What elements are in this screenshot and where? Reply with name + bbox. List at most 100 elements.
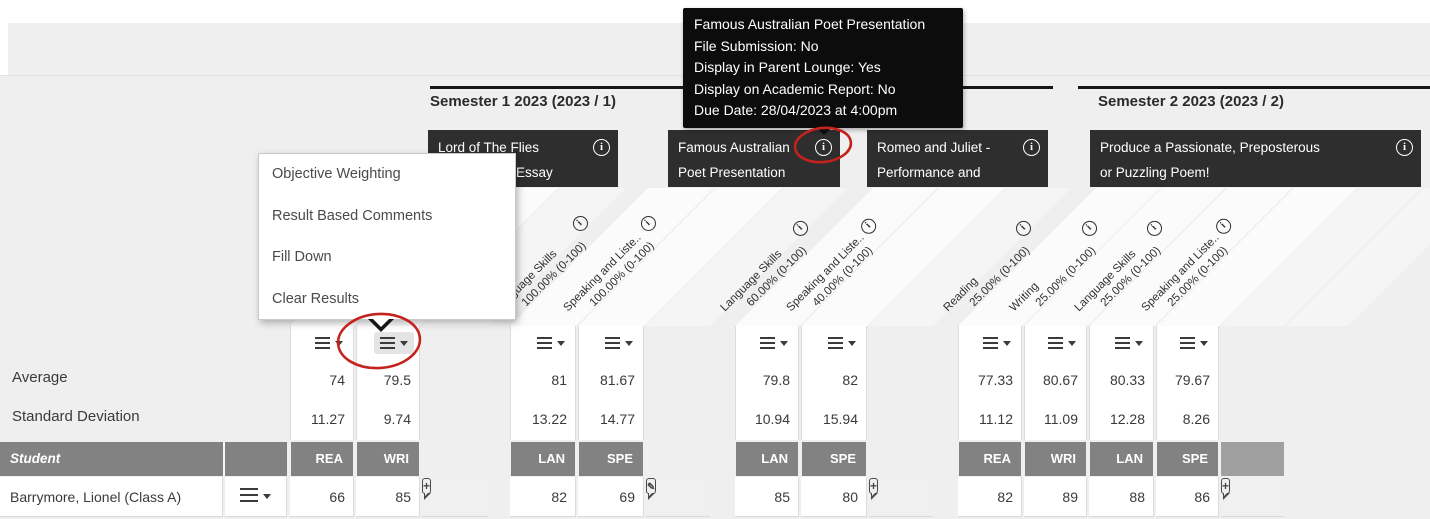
caret-down-icon [335, 340, 343, 346]
assessment-header-romeo-and-juliet: Romeo and Juliet - Performance and i [867, 130, 1048, 187]
std-dev-value: 9.74 [383, 411, 411, 427]
column-background [510, 326, 576, 440]
result-cell[interactable]: 86 [1156, 477, 1219, 517]
column-menu-button[interactable] [1180, 337, 1208, 349]
comment-cell: + [422, 477, 488, 517]
column-code-header: LAN [736, 442, 798, 476]
std-dev-value: 10.94 [754, 411, 790, 427]
assessment-title-line1: Romeo and Juliet - [877, 140, 991, 155]
add-comment-button[interactable]: + [422, 478, 432, 500]
add-comment-button[interactable]: + [1221, 478, 1231, 500]
result-cell[interactable]: 88 [1089, 477, 1154, 517]
caret-down-icon [400, 340, 408, 346]
column-menu-wrapper [958, 331, 1022, 355]
tooltip-line: Display in Parent Lounge: Yes [694, 59, 881, 75]
edit-comment-button[interactable]: ✎ [646, 478, 657, 500]
caret-down-icon [557, 340, 565, 346]
info-icon[interactable]: i [815, 139, 832, 156]
average-value: 81 [551, 372, 567, 388]
info-icon[interactable]: i [1396, 139, 1413, 156]
assessment-title-line2: Poet Presentation [678, 165, 786, 180]
caret-down-icon [848, 340, 856, 346]
column-menu-button[interactable] [760, 337, 788, 349]
average-value: 80.67 [1042, 372, 1078, 388]
comment-add-icon: + [1222, 479, 1230, 493]
menu-icon [240, 487, 258, 506]
menu-item-result-based-comments[interactable]: Result Based Comments [272, 207, 433, 224]
std-dev-value: 12.28 [1109, 411, 1145, 427]
column-background [801, 326, 867, 440]
std-dev-value: 11.27 [311, 411, 345, 427]
tooltip-line: Display on Academic Report: No [694, 80, 896, 97]
column-code-header: REA [959, 442, 1021, 476]
info-icon[interactable]: i [1023, 139, 1040, 156]
column-menu-button[interactable] [983, 337, 1011, 349]
result-cell[interactable]: 85 [735, 477, 799, 517]
menu-icon [828, 337, 843, 349]
student-row-menu-cell [225, 477, 287, 517]
column-background [958, 326, 1022, 440]
column-menu-button-active[interactable] [374, 332, 414, 354]
caret-down-icon [1200, 340, 1208, 346]
result-cell[interactable]: 82 [958, 477, 1022, 517]
info-icon[interactable]: i [593, 139, 610, 156]
average-value: 74 [329, 372, 345, 388]
assessment-title-line1: Lord of The Flies [438, 140, 540, 155]
menu-pointer-icon [372, 319, 389, 327]
average-value: 82 [842, 372, 858, 388]
menu-icon [1180, 337, 1195, 349]
column-code-header: SPE [802, 442, 866, 476]
caret-down-icon [1003, 340, 1011, 346]
menu-icon [983, 337, 998, 349]
caret-down-icon [1135, 340, 1143, 346]
column-code-header: LAN [511, 442, 575, 476]
assessment-title-line1: Produce a Passionate, Preposterous [1100, 140, 1320, 155]
caret-down-icon [625, 340, 633, 346]
add-comment-button[interactable]: + [869, 478, 879, 500]
result-cell[interactable]: 85 [356, 477, 420, 517]
comment-edit-icon: ✎ [647, 482, 656, 493]
semester2-divider [1078, 86, 1430, 89]
column-code-header: REA [291, 442, 353, 476]
result-cell[interactable]: 69 [578, 477, 644, 517]
menu-icon [1115, 337, 1130, 349]
column-code-header: WRI [1025, 442, 1086, 476]
average-value: 81.67 [599, 372, 635, 388]
result-cell[interactable]: 66 [290, 477, 354, 517]
column-menu-wrapper [735, 331, 799, 355]
tooltip-line: Due Date: 28/04/2023 at 4:00pm [694, 102, 898, 118]
column-menu-button[interactable] [605, 337, 633, 349]
column-background [1089, 326, 1154, 440]
column-menu-button[interactable] [1115, 337, 1143, 349]
column-menu-wrapper [290, 331, 354, 355]
student-name-cell: Barrymore, Lionel (Class A) [0, 477, 223, 517]
menu-icon [605, 337, 620, 349]
menu-icon [760, 337, 775, 349]
result-cell[interactable]: 82 [510, 477, 576, 517]
assessment-title-line2: or Puzzling Poem! [1100, 165, 1210, 180]
average-value: 79.67 [1174, 372, 1210, 388]
column-menu-button[interactable] [315, 337, 343, 349]
column-code-header: SPE [1157, 442, 1218, 476]
menu-item-fill-down[interactable]: Fill Down [272, 249, 332, 265]
column-code-header: SPE [579, 442, 643, 476]
caret-down-icon [1068, 340, 1076, 346]
column-menu-button[interactable] [537, 337, 565, 349]
result-cell[interactable]: 80 [801, 477, 867, 517]
result-cell[interactable]: 89 [1024, 477, 1087, 517]
menu-item-objective-weighting[interactable]: Objective Weighting [272, 166, 401, 182]
std-dev-value: 11.09 [1044, 411, 1078, 427]
assessment-title-line2: Essay [516, 165, 553, 180]
student-row-menu-button[interactable] [240, 487, 271, 506]
column-background [578, 326, 644, 440]
column-background [735, 326, 799, 440]
average-value: 77.33 [977, 372, 1013, 388]
std-dev-value: 14.77 [599, 411, 635, 427]
column-menu-button[interactable] [828, 337, 856, 349]
column-menu-button[interactable] [1048, 337, 1076, 349]
comment-cell: + [1221, 477, 1284, 517]
menu-item-clear-results[interactable]: Clear Results [272, 290, 360, 307]
assessment-title-line1: Famous Australian [678, 140, 790, 155]
column-menu-wrapper [356, 331, 420, 355]
